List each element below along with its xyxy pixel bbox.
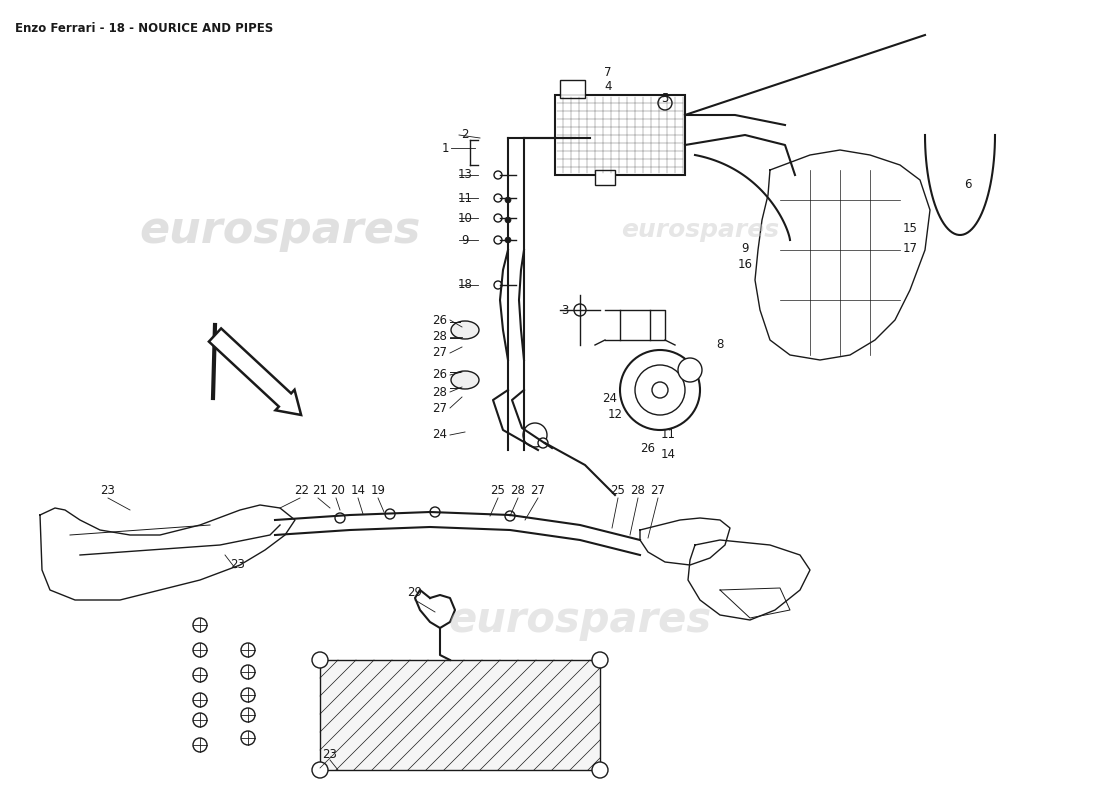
Text: 25: 25: [491, 483, 505, 497]
Text: 17: 17: [902, 242, 917, 254]
Circle shape: [192, 668, 207, 682]
Circle shape: [192, 713, 207, 727]
Circle shape: [505, 197, 512, 203]
Text: 28: 28: [432, 386, 448, 398]
Circle shape: [538, 438, 548, 448]
Text: 8: 8: [716, 338, 724, 351]
Circle shape: [505, 217, 512, 223]
Text: 20: 20: [331, 483, 345, 497]
Circle shape: [192, 738, 207, 752]
Text: 26: 26: [432, 369, 448, 382]
Text: Enzo Ferrari - 18 - NOURICE AND PIPES: Enzo Ferrari - 18 - NOURICE AND PIPES: [15, 22, 273, 35]
Text: 6: 6: [965, 178, 971, 191]
Text: 27: 27: [432, 346, 448, 359]
Text: 26: 26: [640, 442, 656, 454]
Circle shape: [385, 509, 395, 519]
Text: 27: 27: [530, 483, 546, 497]
Circle shape: [494, 214, 502, 222]
Text: 12: 12: [607, 409, 623, 422]
Text: 5: 5: [661, 91, 669, 105]
Text: 21: 21: [312, 483, 328, 497]
Text: 10: 10: [458, 211, 472, 225]
Text: 9: 9: [461, 234, 469, 246]
Text: 11: 11: [458, 191, 473, 205]
Circle shape: [592, 652, 608, 668]
Text: 24: 24: [603, 391, 617, 405]
Text: 3: 3: [561, 303, 569, 317]
Text: eurospares: eurospares: [140, 209, 420, 251]
Text: 26: 26: [432, 314, 448, 326]
Ellipse shape: [451, 371, 478, 389]
Text: 14: 14: [660, 449, 675, 462]
Text: 28: 28: [510, 483, 526, 497]
Text: 9: 9: [741, 242, 749, 254]
Bar: [556, 95, 685, 175]
Text: 2: 2: [461, 129, 469, 142]
Text: 23: 23: [100, 483, 116, 497]
Ellipse shape: [451, 321, 478, 339]
Bar: [320, 660, 600, 770]
Circle shape: [505, 237, 512, 243]
Circle shape: [522, 423, 547, 447]
Circle shape: [241, 643, 255, 657]
Circle shape: [678, 358, 702, 382]
Text: 15: 15: [903, 222, 917, 234]
Circle shape: [241, 708, 255, 722]
Text: 28: 28: [630, 483, 646, 497]
Circle shape: [494, 281, 502, 289]
Circle shape: [505, 511, 515, 521]
Circle shape: [494, 171, 502, 179]
FancyArrow shape: [209, 329, 301, 415]
Circle shape: [574, 304, 586, 316]
Circle shape: [658, 96, 672, 110]
Circle shape: [241, 688, 255, 702]
Circle shape: [241, 731, 255, 745]
Text: 19: 19: [371, 483, 385, 497]
Text: 27: 27: [432, 402, 448, 414]
Text: 13: 13: [458, 169, 472, 182]
Text: 16: 16: [737, 258, 752, 271]
Circle shape: [430, 507, 440, 517]
Bar: [560, 80, 585, 98]
Text: 23: 23: [231, 558, 245, 571]
Circle shape: [192, 693, 207, 707]
Circle shape: [192, 643, 207, 657]
Text: 24: 24: [432, 429, 448, 442]
Circle shape: [192, 618, 207, 632]
Circle shape: [241, 665, 255, 679]
Text: 18: 18: [458, 278, 472, 291]
Text: 22: 22: [295, 483, 309, 497]
Text: 23: 23: [322, 749, 338, 762]
Text: 25: 25: [610, 483, 626, 497]
Text: 7: 7: [604, 66, 612, 78]
Text: 11: 11: [660, 429, 675, 442]
Circle shape: [312, 762, 328, 778]
Text: 4: 4: [604, 79, 612, 93]
Bar: [595, 170, 615, 185]
Text: eurospares: eurospares: [449, 599, 712, 641]
Text: 28: 28: [432, 330, 448, 343]
Circle shape: [635, 365, 685, 415]
Text: eurospares: eurospares: [620, 218, 779, 242]
Text: 1: 1: [441, 142, 449, 154]
Circle shape: [652, 382, 668, 398]
Circle shape: [494, 194, 502, 202]
Circle shape: [620, 350, 700, 430]
Text: 27: 27: [650, 483, 666, 497]
Circle shape: [312, 652, 328, 668]
Circle shape: [592, 762, 608, 778]
Text: 29: 29: [407, 586, 422, 598]
Text: 14: 14: [351, 483, 365, 497]
Circle shape: [494, 236, 502, 244]
Circle shape: [336, 513, 345, 523]
